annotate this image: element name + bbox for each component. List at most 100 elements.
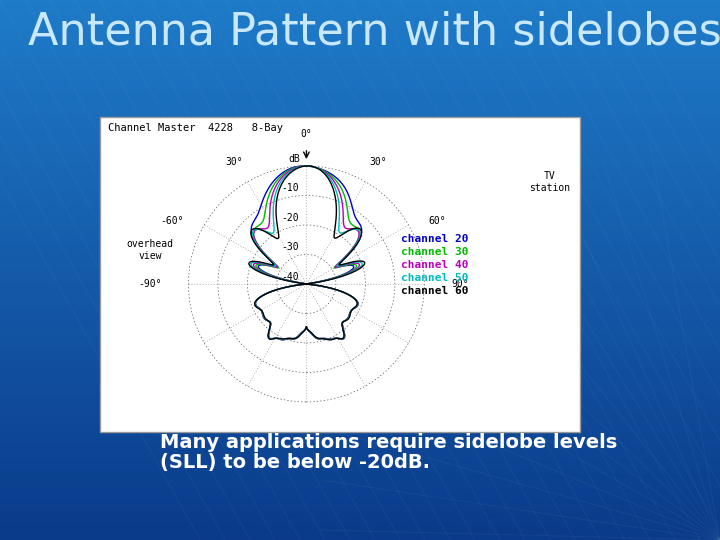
Bar — [0, 160, 720, 165]
Bar — [0, 320, 720, 325]
Bar — [100, 117, 580, 432]
Text: Channel Master  4228   8-Bay: Channel Master 4228 8-Bay — [108, 123, 283, 133]
Bar — [0, 340, 720, 345]
Bar — [0, 535, 720, 540]
Bar — [0, 425, 720, 430]
Bar — [0, 85, 720, 90]
Bar — [0, 485, 720, 490]
Text: dB: dB — [289, 154, 300, 164]
Bar — [0, 45, 720, 50]
Bar — [0, 75, 720, 80]
Bar — [0, 350, 720, 355]
Bar — [0, 300, 720, 305]
Text: -20: -20 — [282, 213, 300, 223]
Text: -60°: -60° — [161, 216, 184, 226]
Bar — [0, 405, 720, 410]
Bar — [0, 240, 720, 245]
Bar — [0, 360, 720, 365]
Bar — [0, 0, 720, 5]
Bar — [0, 290, 720, 295]
Bar — [0, 280, 720, 285]
Text: -90°: -90° — [138, 279, 161, 289]
Bar — [0, 55, 720, 60]
Bar — [0, 335, 720, 340]
Bar — [0, 40, 720, 45]
Bar — [0, 145, 720, 150]
Bar — [0, 80, 720, 85]
Bar — [0, 455, 720, 460]
Bar — [0, 250, 720, 255]
Bar — [0, 430, 720, 435]
Bar — [0, 315, 720, 320]
Bar — [0, 205, 720, 210]
Bar — [0, 435, 720, 440]
Text: -40: -40 — [282, 272, 300, 282]
Bar — [0, 265, 720, 270]
Bar — [0, 20, 720, 25]
Text: -10: -10 — [282, 184, 300, 193]
Bar — [0, 490, 720, 495]
Bar — [0, 245, 720, 250]
Bar — [0, 230, 720, 235]
Bar — [0, 235, 720, 240]
Bar — [0, 130, 720, 135]
Bar — [0, 305, 720, 310]
Text: 90°: 90° — [451, 279, 469, 289]
Bar — [0, 470, 720, 475]
Bar — [0, 460, 720, 465]
Text: channel 50: channel 50 — [402, 273, 469, 283]
Bar — [0, 465, 720, 470]
Bar — [0, 155, 720, 160]
Bar — [0, 50, 720, 55]
Text: -30: -30 — [282, 242, 300, 253]
Bar — [0, 165, 720, 170]
Bar — [0, 195, 720, 200]
Text: (SLL) to be below -20dB.: (SLL) to be below -20dB. — [160, 453, 430, 472]
Bar — [0, 440, 720, 445]
Bar — [0, 385, 720, 390]
Bar — [0, 115, 720, 120]
Bar — [0, 220, 720, 225]
Bar — [0, 25, 720, 30]
Text: channel 30: channel 30 — [402, 247, 469, 257]
Bar — [0, 415, 720, 420]
Bar — [0, 65, 720, 70]
Bar — [0, 400, 720, 405]
Bar — [0, 95, 720, 100]
Bar — [0, 370, 720, 375]
Text: Antenna Pattern with sidelobes: Antenna Pattern with sidelobes — [28, 10, 720, 53]
Bar — [0, 10, 720, 15]
Text: 0°: 0° — [300, 129, 312, 139]
Bar — [0, 200, 720, 205]
Bar — [0, 180, 720, 185]
Bar — [0, 285, 720, 290]
Bar — [0, 345, 720, 350]
Bar — [0, 510, 720, 515]
Bar — [0, 355, 720, 360]
Bar — [0, 15, 720, 20]
Bar — [0, 445, 720, 450]
Bar — [0, 380, 720, 385]
Bar — [0, 275, 720, 280]
Bar — [0, 330, 720, 335]
Bar — [0, 395, 720, 400]
Bar — [0, 295, 720, 300]
Bar — [0, 480, 720, 485]
Bar — [0, 270, 720, 275]
Text: channel 40: channel 40 — [402, 260, 469, 270]
Bar — [0, 210, 720, 215]
Bar — [0, 60, 720, 65]
Bar — [0, 450, 720, 455]
Bar — [0, 475, 720, 480]
Bar — [0, 175, 720, 180]
Bar — [0, 135, 720, 140]
Bar — [0, 255, 720, 260]
Bar — [0, 530, 720, 535]
Bar — [0, 110, 720, 115]
Text: overhead
view: overhead view — [127, 239, 174, 261]
Text: channel 20: channel 20 — [402, 234, 469, 244]
Bar — [0, 520, 720, 525]
Bar — [0, 260, 720, 265]
Bar — [0, 325, 720, 330]
Bar — [0, 30, 720, 35]
